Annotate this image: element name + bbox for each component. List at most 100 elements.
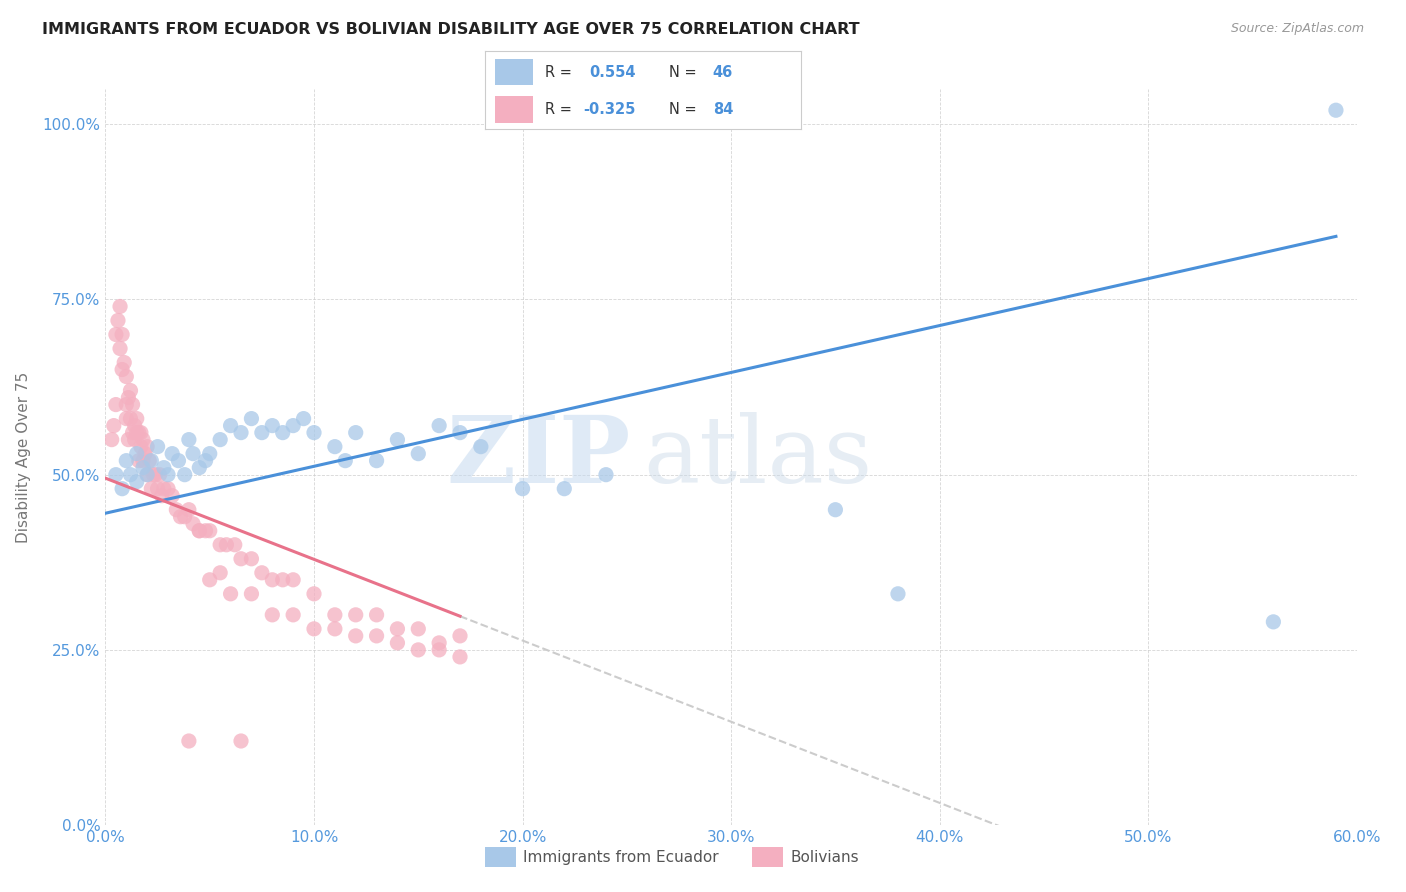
Point: [271, 425, 294, 440]
Point: [177, 734, 200, 748]
Point: [100, 433, 122, 447]
Point: [146, 482, 169, 496]
Point: [387, 622, 409, 636]
Text: atlas: atlas: [644, 412, 873, 502]
Point: [335, 453, 357, 467]
Text: R =: R =: [546, 64, 572, 79]
Point: [120, 411, 142, 425]
Point: [157, 482, 180, 496]
Point: [194, 524, 217, 538]
Point: [215, 538, 238, 552]
Text: N =: N =: [668, 64, 696, 79]
Point: [125, 475, 148, 489]
Text: 84: 84: [713, 103, 733, 117]
Point: [198, 447, 221, 461]
Point: [262, 607, 284, 622]
Point: [117, 391, 139, 405]
Point: [224, 538, 246, 552]
Point: [173, 509, 195, 524]
Point: [124, 433, 146, 447]
Point: [145, 467, 167, 482]
Point: [408, 622, 430, 636]
Point: [198, 524, 221, 538]
Point: [292, 411, 315, 425]
Point: [115, 411, 138, 425]
Point: [115, 453, 138, 467]
Point: [129, 425, 152, 440]
Point: [128, 453, 150, 467]
Point: [115, 398, 138, 412]
Point: [209, 433, 232, 447]
Point: [132, 433, 155, 447]
Point: [125, 425, 148, 440]
Point: [146, 440, 169, 454]
Point: [173, 467, 195, 482]
Point: [117, 433, 139, 447]
Text: ZIP: ZIP: [447, 412, 631, 502]
Point: [1324, 103, 1347, 118]
Point: [449, 649, 471, 664]
Point: [366, 607, 388, 622]
Bar: [495, 59, 533, 86]
Point: [229, 425, 252, 440]
Point: [240, 411, 263, 425]
Point: [124, 418, 146, 433]
Point: [427, 636, 450, 650]
Point: [887, 587, 910, 601]
Point: [104, 398, 127, 412]
Point: [595, 467, 617, 482]
Point: [188, 524, 211, 538]
Point: [104, 327, 127, 342]
Point: [115, 369, 138, 384]
Point: [1263, 615, 1285, 629]
Point: [104, 467, 127, 482]
Point: [142, 467, 165, 482]
Point: [344, 607, 367, 622]
Point: [229, 551, 252, 566]
Point: [134, 447, 156, 461]
Point: [366, 453, 388, 467]
Point: [240, 551, 263, 566]
Point: [111, 327, 134, 342]
Point: [344, 629, 367, 643]
Text: N =: N =: [668, 103, 696, 117]
Point: [136, 440, 159, 454]
Point: [132, 453, 155, 467]
Point: [141, 482, 163, 496]
Text: -0.325: -0.325: [583, 103, 636, 117]
Point: [177, 502, 200, 516]
Point: [107, 313, 129, 327]
Point: [132, 460, 155, 475]
Point: [344, 425, 367, 440]
Point: [188, 524, 211, 538]
Point: [281, 418, 305, 433]
Point: [169, 509, 191, 524]
Text: Bolivians: Bolivians: [790, 850, 859, 864]
Point: [323, 607, 346, 622]
Point: [229, 734, 252, 748]
Point: [149, 467, 172, 482]
Point: [138, 453, 160, 467]
Point: [167, 453, 190, 467]
Point: [157, 467, 180, 482]
Point: [281, 607, 305, 622]
Point: [387, 433, 409, 447]
Point: [165, 502, 187, 516]
Point: [427, 643, 450, 657]
Point: [181, 516, 204, 531]
Y-axis label: Disability Age Over 75: Disability Age Over 75: [17, 372, 31, 542]
Point: [824, 502, 846, 516]
Text: 0.554: 0.554: [589, 64, 636, 79]
Point: [111, 482, 134, 496]
Point: [108, 300, 131, 314]
Point: [553, 482, 575, 496]
Point: [120, 384, 142, 398]
Point: [323, 622, 346, 636]
Text: Immigrants from Ecuador: Immigrants from Ecuador: [523, 850, 718, 864]
Point: [198, 573, 221, 587]
Point: [125, 411, 148, 425]
Point: [209, 566, 232, 580]
Point: [366, 629, 388, 643]
Point: [103, 418, 125, 433]
Point: [121, 425, 143, 440]
